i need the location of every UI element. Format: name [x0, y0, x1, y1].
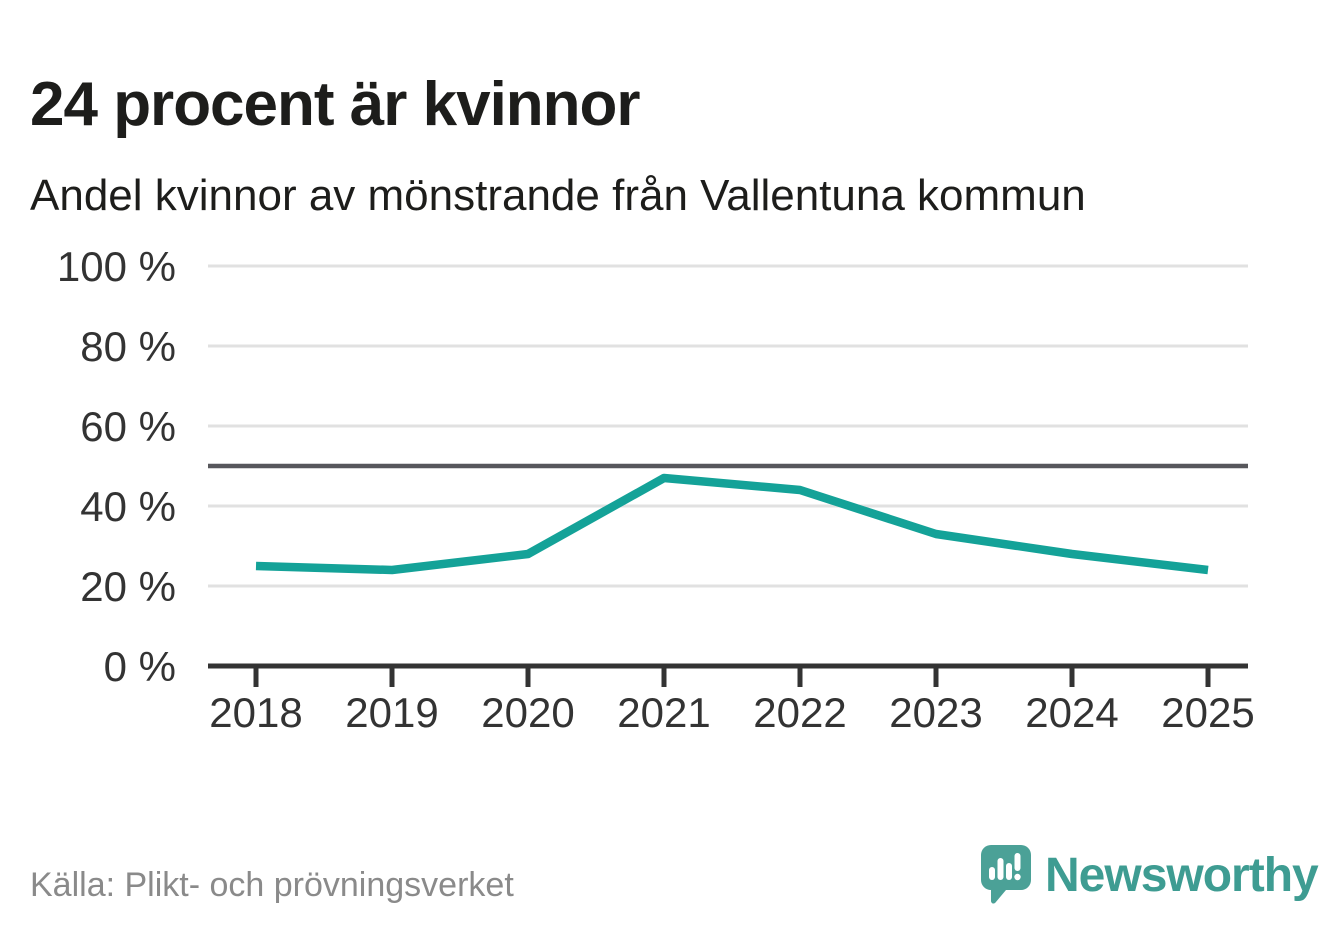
- logo-bar-tall: [997, 858, 1004, 880]
- x-axis-tick-label: 2024: [1025, 689, 1118, 736]
- x-axis-tick-label: 2020: [481, 689, 574, 736]
- x-axis-tick-label: 2021: [617, 689, 710, 736]
- brand-name: Newsworthy: [1045, 848, 1319, 902]
- logo-bar-short: [989, 867, 995, 880]
- y-axis-tick-label: 100 %: [57, 243, 176, 290]
- x-axis-tick-label: 2025: [1161, 689, 1254, 736]
- y-axis-tick-label: 20 %: [80, 563, 176, 610]
- chart-title: 24 procent är kvinnor: [30, 69, 641, 139]
- data-line: [255, 473, 1209, 575]
- y-axis-tick-label: 0 %: [104, 643, 176, 690]
- y-axis-tick-label: 60 %: [80, 403, 176, 450]
- x-axis-tick-label: 2023: [889, 689, 982, 736]
- x-axis-tick-label: 2019: [345, 689, 438, 736]
- logo-bar-mid: [1006, 863, 1012, 880]
- y-axis-tick-label: 80 %: [80, 323, 176, 370]
- newsworthy-logo: Newsworthy: [980, 843, 1319, 907]
- logo-exclamation-dot: [1014, 873, 1021, 881]
- x-axis-tick-label: 2022: [753, 689, 846, 736]
- y-axis-tick-label: 40 %: [80, 483, 176, 530]
- chart-subtitle: Andel kvinnor av mönstrande från Vallent…: [30, 171, 1086, 220]
- logo-exclamation-stem: [1014, 853, 1021, 871]
- x-axis-tick-label: 2018: [209, 689, 302, 736]
- newsworthy-logo-icon: [981, 845, 1031, 904]
- source-attribution: Källa: Plikt- och prövningsverket: [30, 866, 514, 904]
